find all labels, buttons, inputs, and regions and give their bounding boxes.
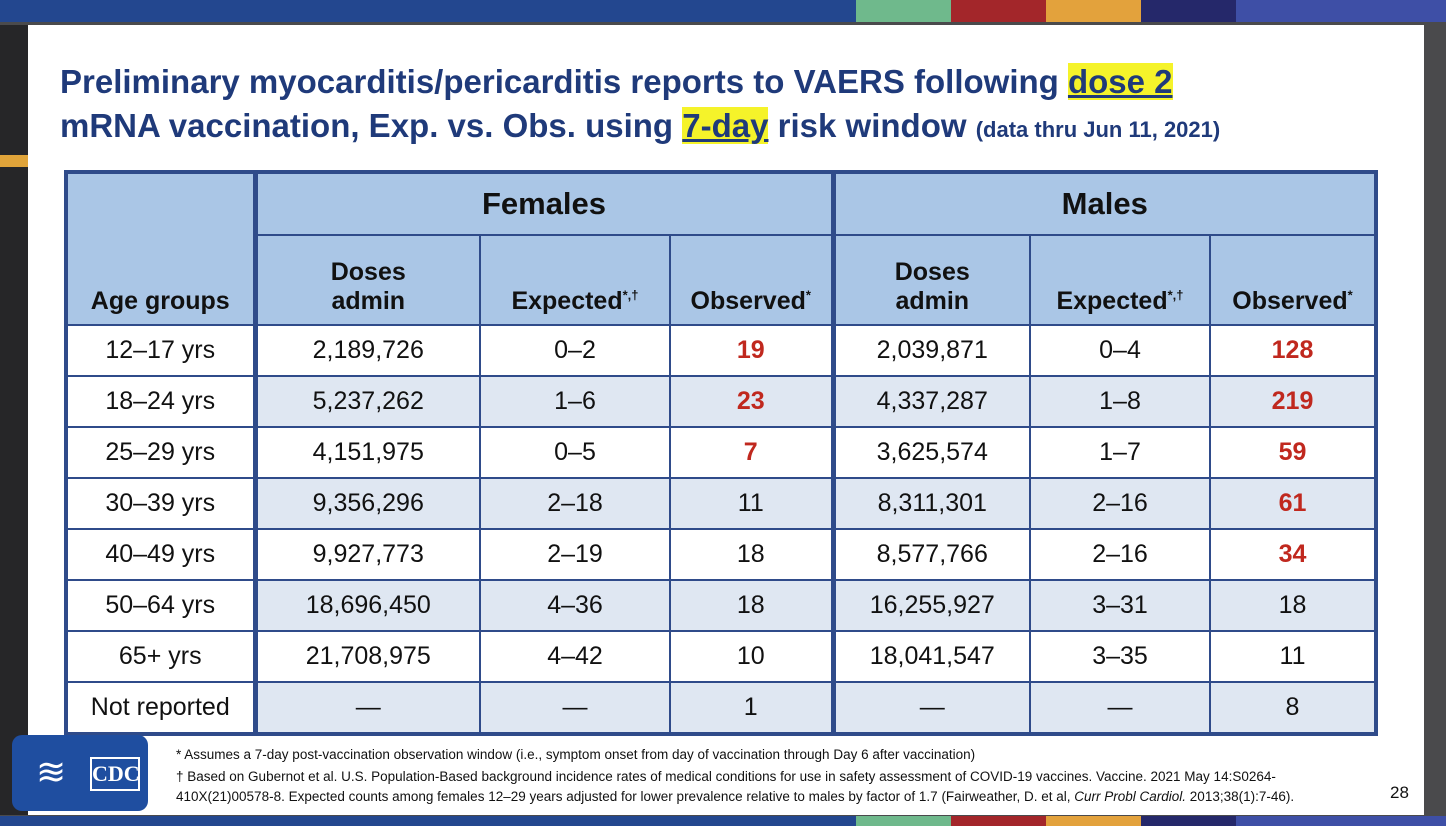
m-doses-cell: 16,255,927 <box>830 579 1031 632</box>
m-doses-cell: 8,577,766 <box>830 528 1031 581</box>
f-expected-cell: — <box>479 681 671 735</box>
m-doses-cell: 2,039,871 <box>830 324 1031 377</box>
f-expected-cell: 0–5 <box>479 426 671 479</box>
table-row: 18–24 yrs 5,237,262 1–6 23 4,337,287 1–8 219 <box>65 375 1377 428</box>
m-expected-header: Expected*,† <box>1029 234 1211 326</box>
f-doses-cell: 21,708,975 <box>252 630 481 683</box>
m-doses-cell: 8,311,301 <box>830 477 1031 530</box>
f-observed-cell: 18 <box>669 528 834 581</box>
left-accent <box>0 155 28 167</box>
table-row: 12–17 yrs 2,189,726 0–2 19 2,039,871 0–4 128 <box>65 324 1377 377</box>
m-observed-cell: 128 <box>1209 324 1377 377</box>
m-observed-cell: 8 <box>1209 681 1377 735</box>
m-observed-cell: 219 <box>1209 375 1377 428</box>
m-doses-cell: 4,337,287 <box>830 375 1031 428</box>
f-doses-cell: 9,356,296 <box>252 477 481 530</box>
table-row: 40–49 yrs 9,927,773 2–19 18 8,577,766 2–16 34 <box>65 528 1377 581</box>
f-doses-cell: — <box>252 681 481 735</box>
m-observed-cell: 34 <box>1209 528 1377 581</box>
m-expected-cell: 3–31 <box>1029 579 1211 632</box>
f-doses-cell: 18,696,450 <box>252 579 481 632</box>
f-doses-header: Doses admin <box>252 234 481 326</box>
m-observed-cell: 18 <box>1209 579 1377 632</box>
m-doses-header: Doses admin <box>830 234 1031 326</box>
age-cell: 65+ yrs <box>65 630 256 683</box>
m-doses-cell: 3,625,574 <box>830 426 1031 479</box>
f-observed-cell: 18 <box>669 579 834 632</box>
table-row: 25–29 yrs 4,151,975 0–5 7 3,625,574 1–7 59 <box>65 426 1377 479</box>
f-observed-cell: 10 <box>669 630 834 683</box>
females-header: Females <box>252 171 834 236</box>
left-edge <box>0 25 28 815</box>
f-doses-cell: 2,189,726 <box>252 324 481 377</box>
bottom-color-bar <box>0 816 1446 826</box>
table-row: 65+ yrs 21,708,975 4–42 10 18,041,547 3–35 11 <box>65 630 1377 683</box>
slide-title: Preliminary myocarditis/pericarditis rep… <box>60 63 1221 144</box>
f-expected-cell: 0–2 <box>479 324 671 377</box>
m-expected-cell: 0–4 <box>1029 324 1211 377</box>
table-row: Not reported — —1— —8 <box>65 681 1377 735</box>
m-observed-cell: 59 <box>1209 426 1377 479</box>
age-cell: 18–24 yrs <box>65 375 256 428</box>
f-expected-cell: 4–36 <box>479 579 671 632</box>
m-expected-cell: 1–8 <box>1029 375 1211 428</box>
m-expected-cell: 3–35 <box>1029 630 1211 683</box>
f-observed-cell: 7 <box>669 426 834 479</box>
f-expected-cell: 2–19 <box>479 528 671 581</box>
age-cell: 25–29 yrs <box>65 426 256 479</box>
f-observed-header: Observed* <box>669 234 834 326</box>
table-row: 30–39 yrs 9,356,296 2–18 11 8,311,301 2–16 61 <box>65 477 1377 530</box>
m-expected-cell: — <box>1029 681 1211 735</box>
f-doses-cell: 5,237,262 <box>252 375 481 428</box>
f-observed-cell: 23 <box>669 375 834 428</box>
page-number: 28 <box>1390 783 1409 802</box>
table-row: 50–64 yrs 18,696,450 4–36 18 16,255,927 3–31 1… <box>65 579 1377 632</box>
top-color-bar <box>0 0 1446 22</box>
m-expected-cell: 2–16 <box>1029 528 1211 581</box>
f-doses-cell: 9,927,773 <box>252 528 481 581</box>
f-doses-cell: 4,151,975 <box>252 426 481 479</box>
m-expected-cell: 1–7 <box>1029 426 1211 479</box>
age-groups-header: Age groups <box>65 171 256 326</box>
m-observed-cell: 61 <box>1209 477 1377 530</box>
f-observed-cell: 11 <box>669 477 834 530</box>
f-expected-header: Expected*,† <box>479 234 671 326</box>
m-observed-header: Observed* <box>1209 234 1377 326</box>
f-expected-cell: 1–6 <box>479 375 671 428</box>
myocarditis-table: Age groups Females Males Doses admin Exp… <box>64 170 1378 736</box>
age-cell: Not reported <box>65 681 256 735</box>
age-cell: 40–49 yrs <box>65 528 256 581</box>
m-observed-cell: 11 <box>1209 630 1377 683</box>
f-observed-cell: 1 <box>669 681 834 735</box>
f-observed-cell: 19 <box>669 324 834 377</box>
males-header: Males <box>830 171 1377 236</box>
footnote-1: * Assumes a 7-day post-vaccination obser… <box>176 747 976 762</box>
footnote-2: † Based on Gubernot et al. U.S. Populati… <box>176 769 1295 804</box>
age-cell: 12–17 yrs <box>65 324 256 377</box>
m-doses-cell: 18,041,547 <box>830 630 1031 683</box>
m-expected-cell: 2–16 <box>1029 477 1211 530</box>
age-cell: 30–39 yrs <box>65 477 256 530</box>
m-doses-cell: — <box>830 681 1031 735</box>
cdc-logo: ≋ CDC <box>12 735 148 811</box>
hhs-eagle-icon: ≋ <box>36 751 67 792</box>
age-cell: 50–64 yrs <box>65 579 256 632</box>
f-expected-cell: 2–18 <box>479 477 671 530</box>
f-expected-cell: 4–42 <box>479 630 671 683</box>
